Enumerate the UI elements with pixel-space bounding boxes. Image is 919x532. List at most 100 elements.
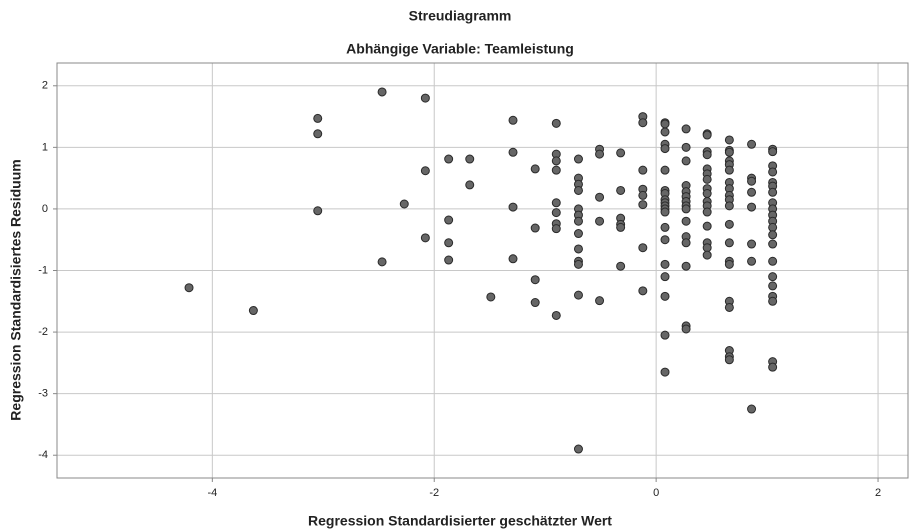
- point: [638, 190, 648, 200]
- point: [573, 185, 583, 195]
- point: [573, 229, 583, 239]
- point: [724, 165, 734, 175]
- y-tick-label: 0: [42, 203, 48, 215]
- point: [573, 444, 583, 454]
- point: [702, 221, 712, 231]
- point: [638, 286, 648, 296]
- point: [595, 296, 605, 306]
- point: [702, 174, 712, 184]
- point: [681, 156, 691, 166]
- point: [747, 187, 757, 197]
- y-tick-label: -4: [38, 449, 48, 461]
- point: [551, 165, 561, 175]
- point: [724, 219, 734, 229]
- point: [768, 147, 778, 157]
- chart-subtitle: Abhängige Variable: Teamleistung: [346, 41, 574, 57]
- point: [768, 256, 778, 266]
- point: [377, 257, 387, 267]
- x-tick-label: 2: [875, 487, 881, 499]
- point: [768, 167, 778, 177]
- point: [702, 150, 712, 160]
- point: [444, 255, 454, 265]
- point: [486, 292, 496, 302]
- point: [660, 235, 670, 245]
- point: [420, 166, 430, 176]
- point: [768, 239, 778, 249]
- point: [681, 238, 691, 248]
- point: [530, 298, 540, 308]
- point: [768, 230, 778, 240]
- point: [681, 216, 691, 226]
- point: [616, 261, 626, 271]
- x-tick-label: -2: [429, 487, 439, 499]
- point: [184, 283, 194, 293]
- point: [702, 130, 712, 140]
- point: [724, 302, 734, 312]
- point: [530, 164, 540, 174]
- grid: [53, 63, 908, 482]
- point: [660, 367, 670, 377]
- plot-frame: [56, 62, 909, 479]
- point: [747, 404, 757, 414]
- point: [681, 204, 691, 214]
- point: [595, 149, 605, 159]
- point: [638, 200, 648, 210]
- point: [530, 275, 540, 285]
- point: [248, 306, 258, 316]
- point: [660, 144, 670, 154]
- point: [551, 224, 561, 234]
- point: [616, 222, 626, 232]
- point: [465, 154, 475, 164]
- point: [313, 206, 323, 216]
- point: [724, 201, 734, 211]
- point: [444, 238, 454, 248]
- point: [530, 223, 540, 233]
- point: [768, 362, 778, 372]
- point: [724, 147, 734, 157]
- point: [724, 355, 734, 365]
- point: [573, 216, 583, 226]
- point: [595, 216, 605, 226]
- point: [724, 259, 734, 269]
- point: [724, 135, 734, 145]
- point: [768, 281, 778, 291]
- x-tick-label: 0: [653, 487, 659, 499]
- point: [768, 187, 778, 197]
- point: [660, 330, 670, 340]
- point: [595, 192, 605, 202]
- point: [747, 239, 757, 249]
- point: [508, 254, 518, 264]
- point: [638, 165, 648, 175]
- x-tick-label: -4: [207, 487, 217, 499]
- point: [702, 207, 712, 217]
- point: [702, 250, 712, 260]
- y-tick-label: -3: [38, 388, 48, 400]
- point: [551, 310, 561, 320]
- point: [573, 244, 583, 254]
- point: [551, 208, 561, 218]
- point: [724, 238, 734, 248]
- x-axis-label: Regression Standardisierter geschätzter …: [308, 513, 612, 529]
- point: [768, 296, 778, 306]
- y-tick-label: 2: [42, 80, 48, 92]
- point: [573, 290, 583, 300]
- point: [660, 207, 670, 217]
- point: [551, 198, 561, 208]
- y-tick-label: 1: [42, 141, 48, 153]
- point: [551, 118, 561, 128]
- point: [420, 93, 430, 103]
- point: [444, 215, 454, 225]
- point: [616, 185, 626, 195]
- point: [660, 127, 670, 137]
- point: [616, 148, 626, 158]
- point: [444, 154, 454, 164]
- point: [551, 156, 561, 166]
- point: [465, 180, 475, 190]
- point: [702, 243, 712, 253]
- point: [638, 118, 648, 128]
- point: [747, 176, 757, 186]
- point: [747, 202, 757, 212]
- point: [508, 202, 518, 212]
- y-axis-label: Regression Standardisiertes Residuum: [8, 159, 24, 420]
